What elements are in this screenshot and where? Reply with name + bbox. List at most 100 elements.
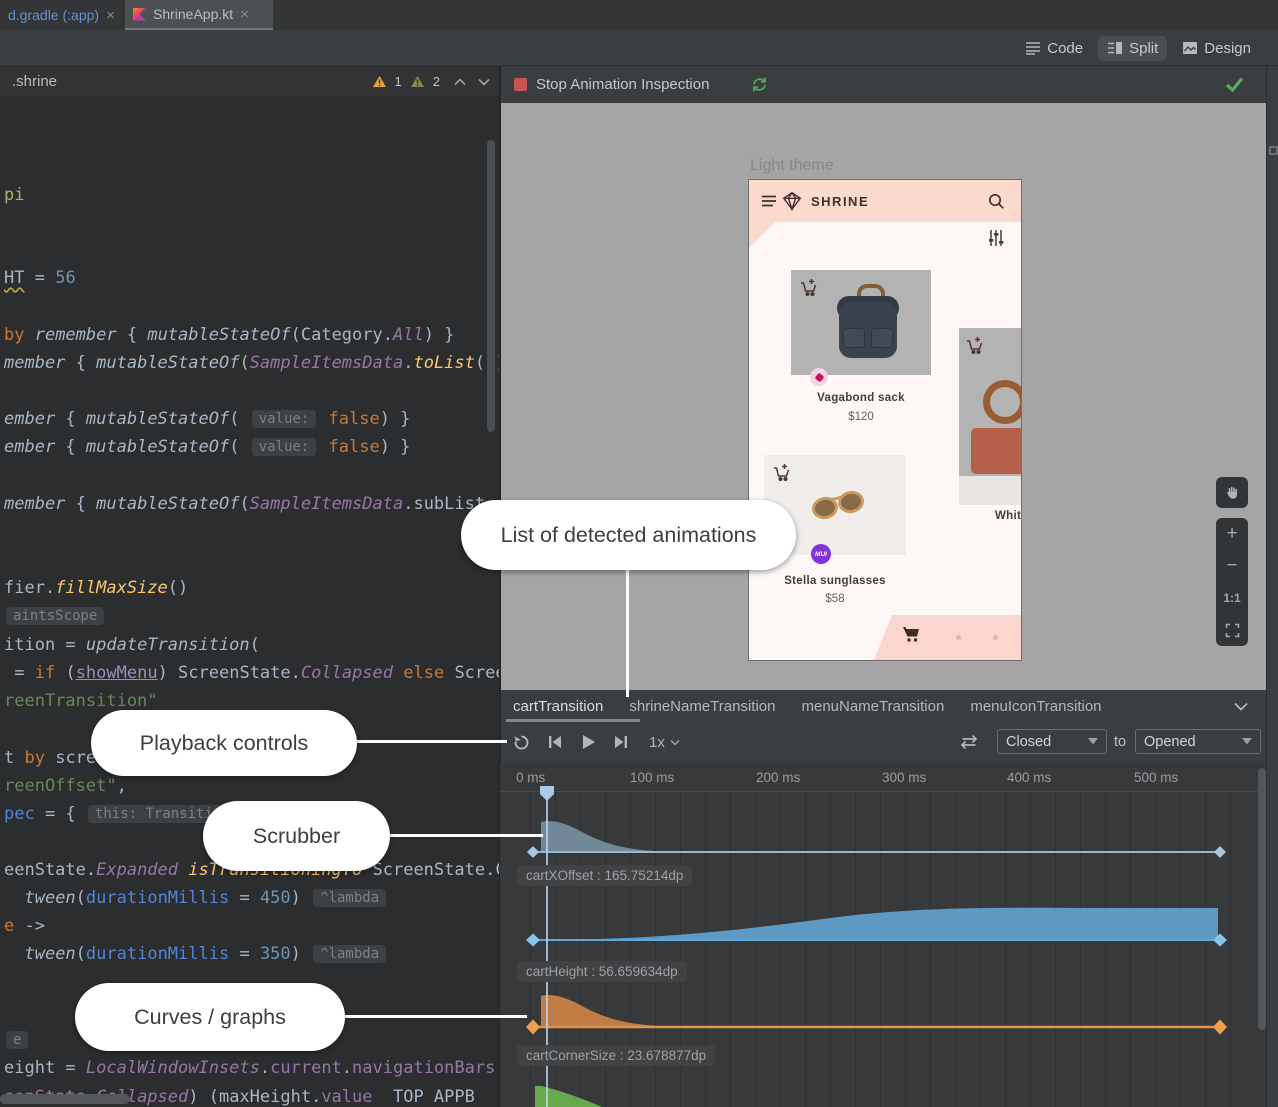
skip-to-start-button[interactable]: [547, 722, 563, 762]
backpack-pocket: [871, 328, 893, 348]
code-lines: pi HT = 56 by remember { mutableStateOf (Ca…: [4, 185, 500, 1107]
keyframe-diamond[interactable]: [1213, 1019, 1227, 1035]
animation-tabs-bar: cartTransition shrineNameTransition menu…: [501, 690, 1266, 722]
zoom-out-button[interactable]: −: [1226, 555, 1238, 576]
tab-shrineapp[interactable]: ShrineApp.kt ×: [125, 0, 273, 30]
next-warning-icon[interactable]: [478, 78, 490, 86]
timeline-gridlines: [500, 762, 1266, 1107]
zoom-100-button[interactable]: 1:1: [1223, 591, 1241, 605]
stop-animation-button[interactable]: Stop Animation Inspection: [501, 76, 709, 93]
error-triangle-icon[interactable]: [372, 75, 387, 88]
view-design-button[interactable]: Design: [1173, 36, 1260, 61]
tab-shrine-name-transition[interactable]: shrineNameTransition: [629, 697, 776, 715]
sunglasses-lens: [835, 488, 867, 516]
product-name: Stella sunglasses: [784, 575, 886, 587]
warning-triangle-icon[interactable]: [410, 75, 425, 88]
cart-bottom-bar[interactable]: [874, 615, 1021, 660]
callout-connector: [344, 1015, 527, 1018]
code-icon: [1026, 42, 1041, 55]
tool-stripe-icon[interactable]: [1269, 146, 1278, 155]
timeline-scrollbar[interactable]: [1258, 768, 1266, 1030]
search-icon[interactable]: [987, 192, 1005, 210]
add-to-cart-icon[interactable]: [772, 463, 792, 482]
breadcrumb-bar: .shrine 1 2: [0, 66, 500, 97]
close-icon[interactable]: ×: [106, 6, 115, 24]
backpack-pocket: [843, 328, 865, 348]
from-state-dropdown[interactable]: Closed: [997, 729, 1107, 754]
playback-speed-selector[interactable]: 1x: [649, 722, 680, 762]
product-badge-mui: MUI: [811, 544, 831, 564]
tick-400ms: 400 ms: [1007, 770, 1052, 785]
skip-to-end-button[interactable]: [613, 722, 629, 762]
fit-screen-icon: [1225, 623, 1239, 637]
app-title: SHRINE: [811, 194, 870, 209]
speed-value: 1x: [649, 733, 665, 751]
error-count: 1: [394, 74, 402, 89]
from-state-value: Closed: [1006, 733, 1052, 750]
filter-tune-icon[interactable]: [987, 228, 1005, 248]
view-split-button[interactable]: Split: [1098, 35, 1168, 61]
close-icon[interactable]: ×: [240, 5, 249, 23]
to-state-value: Opened: [1144, 733, 1196, 750]
editor-scrollbar[interactable]: [487, 140, 495, 432]
zoom-fit-button[interactable]: [1216, 614, 1248, 646]
app-bar-fold: [749, 222, 775, 248]
swap-states-button[interactable]: [959, 722, 979, 762]
dropdown-arrow-icon: [1088, 738, 1098, 745]
refresh-icon[interactable]: [751, 76, 768, 93]
keyframe-diamond[interactable]: [526, 933, 540, 947]
animation-inspection-toolbar: Stop Animation Inspection: [501, 66, 1266, 103]
view-code-label: Code: [1047, 39, 1084, 57]
animation-curves: [526, 786, 1227, 1107]
tab-gradle-label: d.gradle (:app): [8, 7, 100, 23]
tool-window-stripe: [1266, 66, 1278, 1107]
keyframe-diamond[interactable]: [1213, 933, 1227, 947]
tab-menu-name-transition[interactable]: menuNameTransition: [801, 697, 945, 715]
pan-tool-button[interactable]: [1216, 477, 1248, 508]
keyframe-diamond[interactable]: [527, 846, 539, 858]
keyframe-diamond[interactable]: [526, 1019, 540, 1035]
callout-curves: Curves / graphs: [75, 983, 345, 1051]
tab-cart-transition[interactable]: cartTransition: [513, 697, 604, 715]
keyframe-diamond[interactable]: [1214, 846, 1226, 858]
shrine-logo-icon: [782, 191, 802, 212]
product-image-partial: [959, 328, 1021, 505]
product-badge: [810, 368, 828, 386]
zoom-in-button[interactable]: +: [1226, 523, 1238, 544]
menu-icon[interactable]: [761, 195, 777, 207]
tick-200ms: 200 ms: [756, 770, 801, 785]
curve-value-label: cartCornerSize : 23.678877dp: [517, 1045, 716, 1066]
to-state-dropdown[interactable]: Opened: [1135, 729, 1261, 754]
pane-divider[interactable]: [499, 66, 501, 1107]
curve-cartxoffset: [541, 821, 690, 852]
stop-icon: [514, 78, 527, 91]
tab-menu-icon-transition[interactable]: menuIconTransition: [970, 697, 1102, 715]
breadcrumb[interactable]: .shrine: [12, 72, 58, 90]
tick-100ms: 100 ms: [630, 770, 675, 785]
add-to-cart-icon[interactable]: [965, 336, 985, 355]
curve-cartheight: [555, 907, 1218, 940]
product-image-vagabond: [791, 270, 931, 375]
scrubber-handle[interactable]: [540, 786, 554, 801]
zoom-controls: + − 1:1: [1216, 518, 1248, 646]
preview-theme-label: Light theme: [750, 157, 834, 174]
editor-horizontal-scrollbar[interactable]: [0, 1094, 130, 1104]
callout-connector: [626, 569, 629, 697]
view-code-button[interactable]: Code: [1016, 36, 1092, 61]
to-label: to: [1114, 734, 1127, 750]
kotlin-file-icon: [133, 7, 146, 21]
tab-gradle[interactable]: d.gradle (:app) ×: [0, 0, 120, 30]
stop-animation-label: Stop Animation Inspection: [536, 76, 710, 93]
code-editor[interactable]: pi HT = 56 by remember { mutableStateOf (Ca…: [0, 97, 500, 1107]
animation-timeline[interactable]: 0 ms 100 ms 200 ms 300 ms 400 ms 500 ms: [500, 762, 1266, 1107]
chevron-down-icon[interactable]: [1234, 702, 1248, 711]
add-to-cart-icon[interactable]: [799, 278, 819, 297]
timeline-divider: [500, 791, 1266, 792]
marble-surface: [959, 476, 1021, 505]
product-name-partial: Whit: [995, 510, 1022, 522]
prev-warning-icon[interactable]: [454, 77, 466, 86]
restart-button[interactable]: [512, 722, 531, 762]
product-name: Vagabond sack: [817, 392, 905, 404]
play-button[interactable]: [579, 722, 597, 762]
